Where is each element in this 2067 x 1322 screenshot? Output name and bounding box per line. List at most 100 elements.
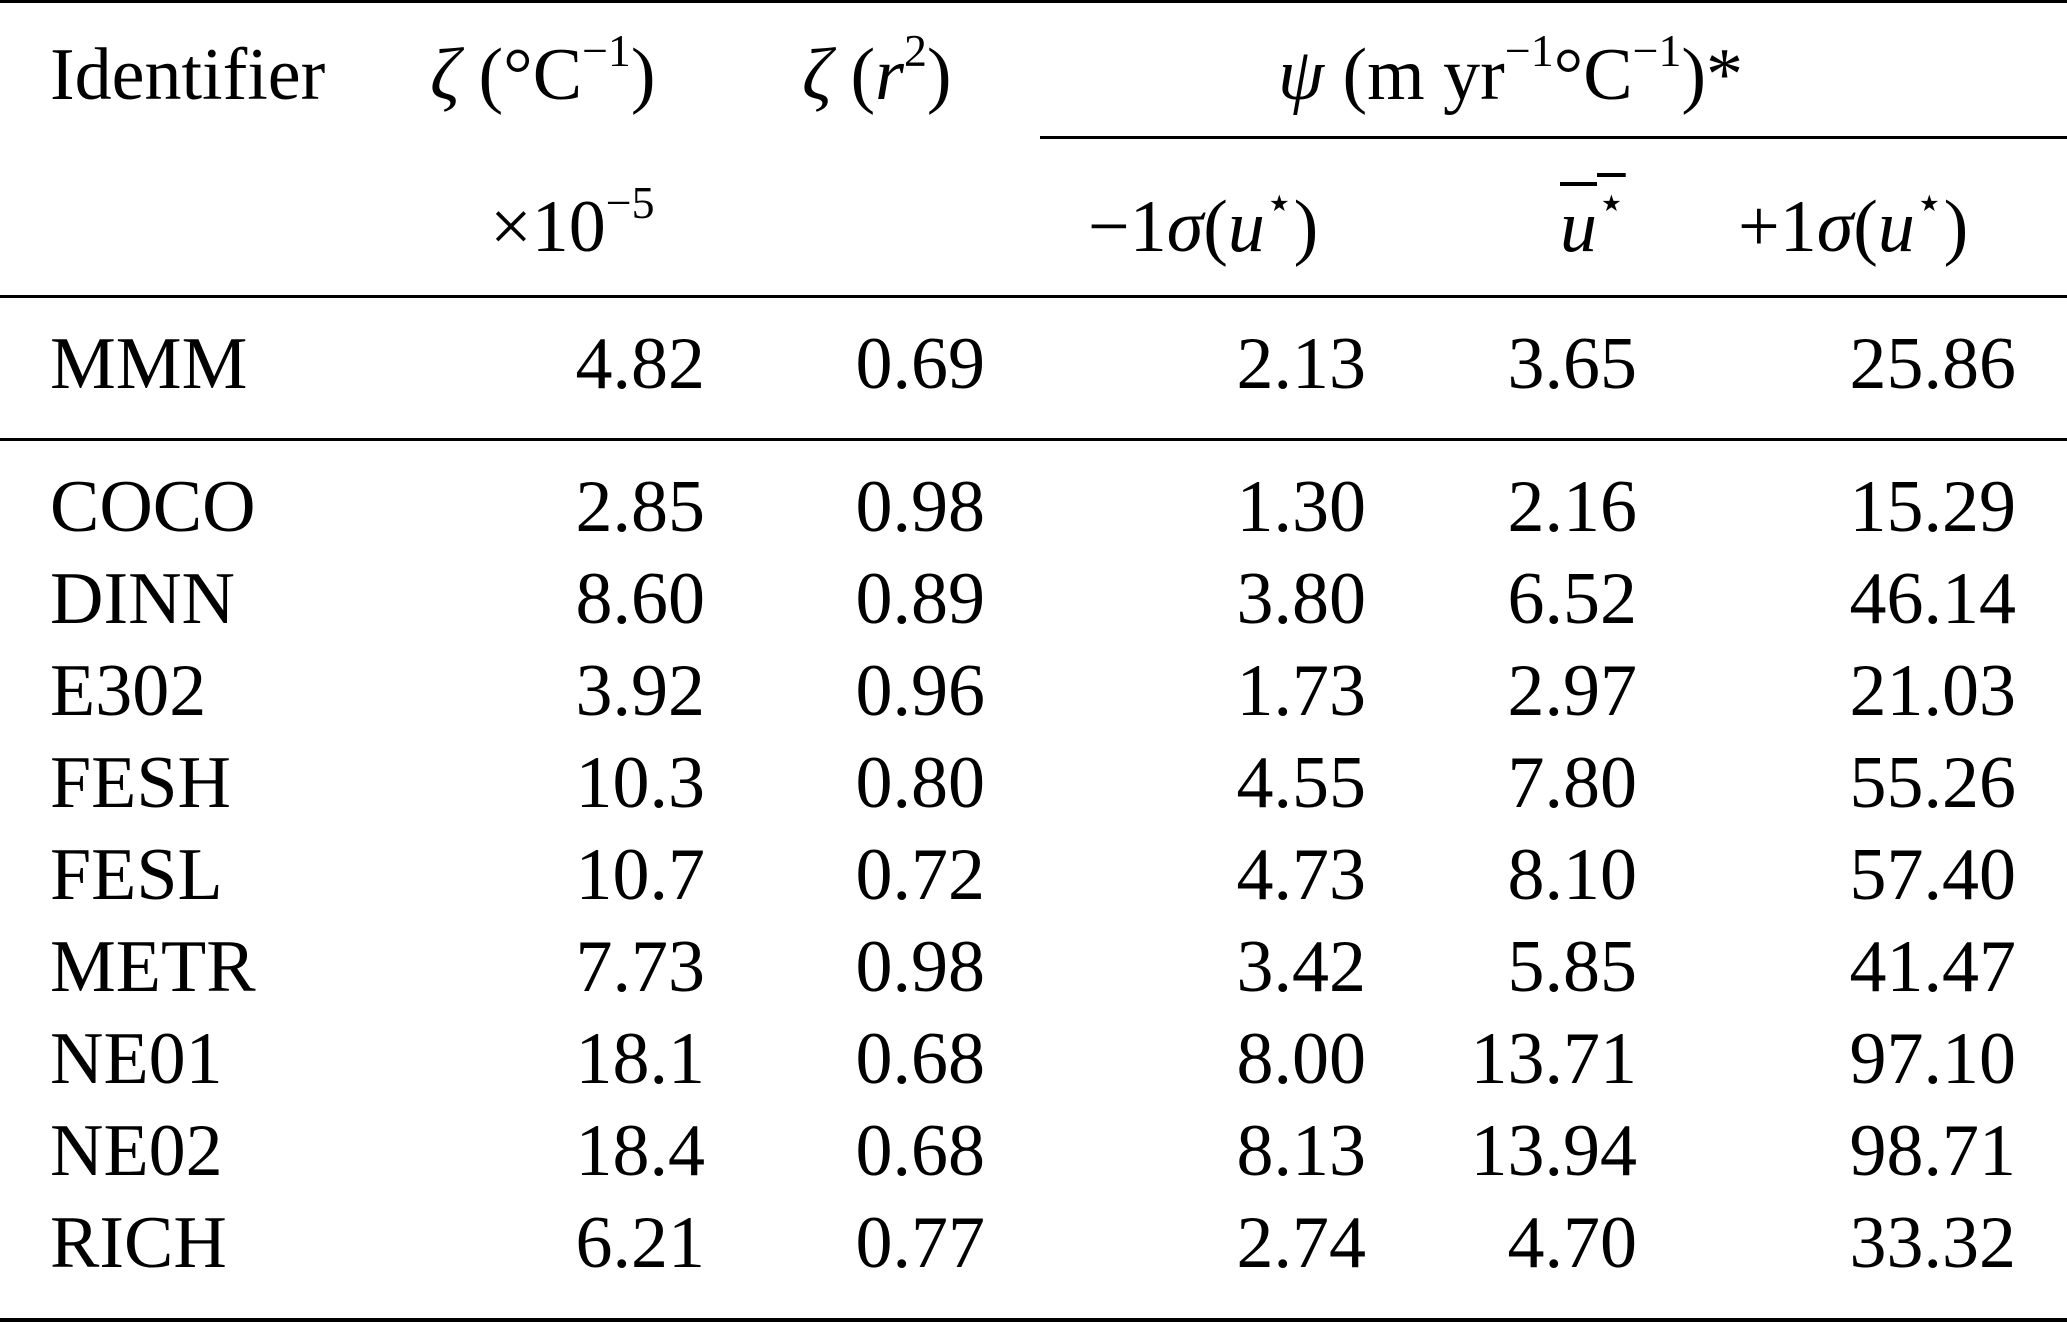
psi-unit-a: (m yr — [1342, 34, 1505, 116]
minus-star: ⋆ — [1264, 176, 1294, 228]
cell-minus-sigma: 3.42 — [1236, 926, 1367, 1008]
cell-minus-sigma: 2.74 — [1236, 1202, 1367, 1284]
cell-id: FESH — [50, 742, 231, 824]
cell-mean: 4.70 — [1507, 1202, 1638, 1284]
zeta-scale-exponent: −5 — [605, 176, 655, 228]
mean-star: ⋆ — [1597, 176, 1626, 228]
plus-sigma: σ — [1816, 186, 1854, 268]
cell-id: NE01 — [50, 1018, 223, 1100]
cell-zeta: 10.7 — [575, 834, 706, 916]
table-row: DINN 8.60 0.89 3.80 6.52 46.14 — [0, 562, 2067, 654]
cell-r2: 0.68 — [855, 1110, 986, 1192]
table-row: RICH 6.21 0.77 2.74 4.70 33.32 — [0, 1206, 2067, 1298]
cell-id: METR — [50, 926, 256, 1008]
cell-mean: 2.16 — [1507, 466, 1638, 548]
cell-minus-sigma: 4.73 — [1236, 834, 1367, 916]
cell-zeta: 4.82 — [575, 323, 706, 405]
table-row: FESL 10.7 0.72 4.73 8.10 57.40 — [0, 838, 2067, 930]
cell-minus-sigma: 2.13 — [1236, 323, 1367, 405]
cell-zeta: 8.60 — [575, 558, 706, 640]
cell-mean: 6.52 — [1507, 558, 1638, 640]
mean-u: u — [1560, 186, 1597, 268]
minus-u: u — [1227, 186, 1265, 268]
plus-close: ) — [1943, 186, 1969, 268]
zeta-r2-symbol: ζ — [802, 34, 832, 116]
summary-bottom-rule — [0, 438, 2067, 441]
cell-plus-sigma: 25.86 — [1849, 323, 2017, 405]
cell-r2: 0.98 — [855, 466, 986, 548]
cell-mean: 8.10 — [1507, 834, 1638, 916]
cell-minus-sigma: 8.00 — [1236, 1018, 1367, 1100]
table-top-rule — [0, 0, 2067, 3]
psi-unit-exp1: −1 — [1504, 24, 1554, 76]
cell-r2: 0.80 — [855, 742, 986, 824]
zeta-r2-var: r — [875, 34, 904, 116]
cell-plus-sigma: 21.03 — [1849, 650, 2017, 732]
cell-r2: 0.68 — [855, 1018, 986, 1100]
plus-prefix: +1 — [1738, 186, 1817, 268]
cell-plus-sigma: 15.29 — [1849, 466, 2017, 548]
cell-mean: 3.65 — [1507, 323, 1638, 405]
table-row: E302 3.92 0.96 1.73 2.97 21.03 — [0, 654, 2067, 746]
mean-u-overline: u⋆ — [1560, 180, 1626, 268]
minus-sigma: σ — [1166, 186, 1204, 268]
zeta-unit-text: (°C — [478, 34, 583, 116]
cell-r2: 0.69 — [855, 323, 986, 405]
cell-id: COCO — [50, 466, 256, 548]
cell-id: FESL — [50, 834, 223, 916]
cell-zeta: 10.3 — [575, 742, 706, 824]
cell-zeta: 18.4 — [575, 1110, 706, 1192]
cell-minus-sigma: 8.13 — [1236, 1110, 1367, 1192]
cell-r2: 0.72 — [855, 834, 986, 916]
cell-plus-sigma: 97.10 — [1849, 1018, 2017, 1100]
cell-id: DINN — [50, 558, 235, 640]
plus-star: ⋆ — [1914, 176, 1944, 228]
header-plus-sigma: +1σ(u⋆) — [1738, 180, 1968, 264]
cell-zeta: 3.92 — [575, 650, 706, 732]
cell-mean: 13.71 — [1470, 1018, 1638, 1100]
psi-group-rule — [1040, 136, 2067, 139]
zeta-symbol: ζ — [430, 34, 460, 116]
cell-mean: 7.80 — [1507, 742, 1638, 824]
minus-close: ) — [1293, 186, 1319, 268]
cell-plus-sigma: 55.26 — [1849, 742, 2017, 824]
zeta-unit-close: ) — [630, 34, 656, 116]
cell-zeta: 6.21 — [575, 1202, 706, 1284]
cell-mean: 13.94 — [1470, 1110, 1638, 1192]
cell-id: RICH — [50, 1202, 227, 1284]
zeta-unit-exponent: −1 — [582, 24, 631, 76]
cell-mean: 2.97 — [1507, 650, 1638, 732]
psi-unit-c: )* — [1681, 34, 1744, 116]
table-row: NE02 18.4 0.68 8.13 13.94 98.71 — [0, 1114, 2067, 1206]
cell-r2: 0.96 — [855, 650, 986, 732]
header-minus-sigma: −1σ(u⋆) — [1088, 180, 1318, 264]
zeta-r2-open: ( — [850, 34, 876, 116]
plus-open: ( — [1853, 186, 1878, 268]
cell-id: MMM — [50, 323, 248, 405]
table-row: NE01 18.1 0.68 8.00 13.71 97.10 — [0, 1022, 2067, 1114]
cell-minus-sigma: 1.30 — [1236, 466, 1367, 548]
cell-minus-sigma: 3.80 — [1236, 558, 1367, 640]
cell-zeta: 18.1 — [575, 1018, 706, 1100]
psi-unit-exp2: −1 — [1632, 24, 1682, 76]
cell-minus-sigma: 4.55 — [1236, 742, 1367, 824]
header-zeta-scale: ×10−5 — [490, 180, 655, 264]
table-row: FESH 10.3 0.80 4.55 7.80 55.26 — [0, 746, 2067, 838]
plus-u: u — [1877, 186, 1915, 268]
zeta-r2-exponent: 2 — [903, 24, 927, 76]
cell-r2: 0.89 — [855, 558, 986, 640]
zeta-r2-close: ) — [926, 34, 952, 116]
cell-zeta: 2.85 — [575, 466, 706, 548]
cell-r2: 0.77 — [855, 1202, 986, 1284]
header-mean-u: u⋆ — [1560, 180, 1626, 264]
cell-id: NE02 — [50, 1110, 223, 1192]
summary-row: MMM 4.82 0.69 2.13 3.65 25.86 — [0, 327, 2067, 419]
cell-plus-sigma: 41.47 — [1849, 926, 2017, 1008]
cell-minus-sigma: 1.73 — [1236, 650, 1367, 732]
cell-mean: 5.85 — [1507, 926, 1638, 1008]
minus-prefix: −1 — [1088, 186, 1167, 268]
cell-r2: 0.98 — [855, 926, 986, 1008]
psi-symbol: ψ — [1278, 34, 1324, 116]
psi-unit-b: °C — [1553, 34, 1633, 116]
table-row: COCO 2.85 0.98 1.30 2.16 15.29 — [0, 470, 2067, 562]
